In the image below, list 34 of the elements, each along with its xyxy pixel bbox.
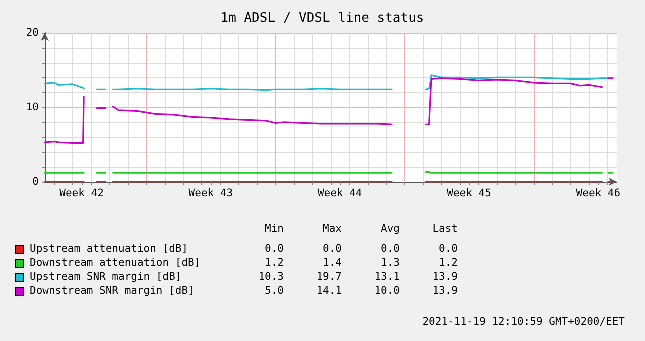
- x-tick-label: Week 43: [188, 188, 234, 200]
- text: 1.2: [439, 256, 458, 270]
- text: 0.0: [381, 242, 400, 256]
- text: Min: [265, 222, 284, 236]
- text: 5.0: [265, 284, 284, 298]
- legend-label: Downstream attenuation [dB]: [30, 256, 201, 270]
- y-tick-label: 10: [26, 102, 39, 114]
- text: 19.7: [316, 270, 342, 284]
- text: 13.1: [374, 270, 400, 284]
- text: 10.3: [258, 270, 284, 284]
- x-tick-label: Week 45: [447, 188, 492, 200]
- text: 0.0: [323, 242, 342, 256]
- y-tick-label: 0: [32, 176, 39, 188]
- text: 1.4: [323, 256, 342, 270]
- text: 0.0: [265, 242, 284, 256]
- text: 14.1: [316, 284, 342, 298]
- legend-label: Downstream SNR margin [dB]: [30, 284, 194, 298]
- text: 1.3: [381, 256, 400, 270]
- y-tick-label: 20: [26, 27, 39, 39]
- x-tick-label: Week 42: [60, 188, 104, 200]
- chart-title: 1m ADSL / VDSL line status: [220, 11, 424, 26]
- text: 1.2: [265, 256, 284, 270]
- legend-label: Upstream SNR margin [dB]: [30, 270, 182, 284]
- text: Avg: [381, 222, 400, 236]
- text: Max: [323, 222, 342, 236]
- x-tick-label: Week 44: [318, 188, 362, 200]
- text: Last: [432, 222, 458, 236]
- text: 13.9: [432, 270, 458, 284]
- text: 2021-11-19 12:10:59 GMT+0200/EET: [422, 316, 625, 328]
- legend-label: Upstream attenuation [dB]: [30, 242, 188, 256]
- text: 10.0: [374, 284, 400, 298]
- text: 13.9: [432, 284, 458, 298]
- x-tick-label: Week 46: [576, 188, 621, 200]
- text: 0.0: [439, 242, 458, 256]
